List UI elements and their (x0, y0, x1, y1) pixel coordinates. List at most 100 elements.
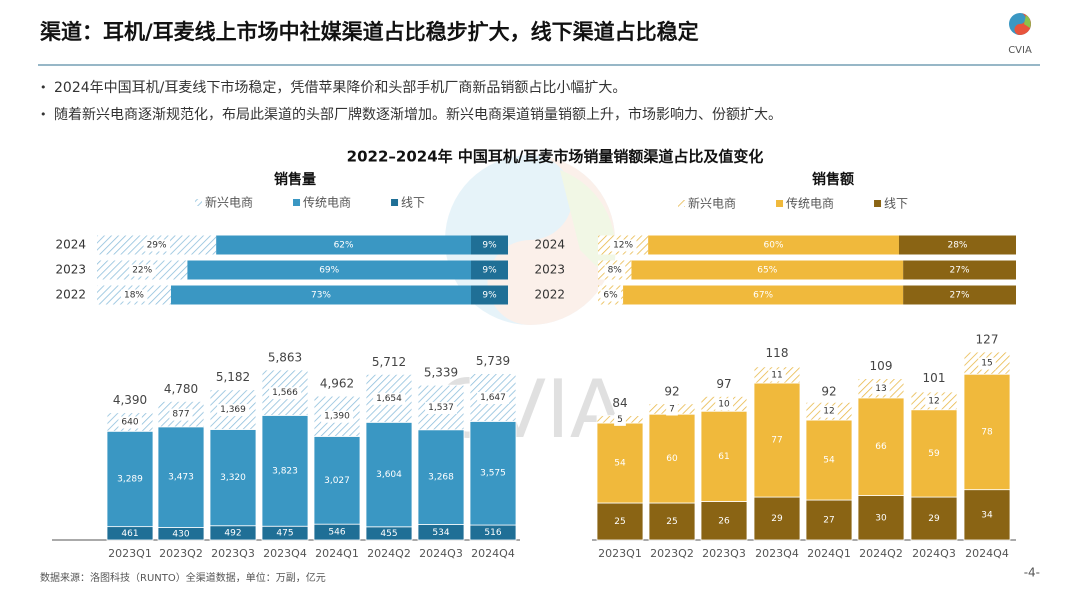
value-label: 7 (669, 404, 675, 414)
legend-label: 新兴电商 (688, 196, 736, 211)
value-label-box (118, 416, 142, 429)
value-label: 60% (764, 241, 784, 251)
bar-segment (623, 285, 904, 305)
legend-swatch (195, 199, 202, 206)
value-label-box (820, 405, 838, 418)
total-label: 101 (923, 371, 946, 385)
bar-segment (700, 501, 748, 541)
value-label: 534 (432, 528, 449, 538)
bar-segment (648, 235, 899, 255)
bar-segment (805, 419, 853, 501)
bar-segment (313, 435, 361, 525)
value-label: 3,289 (117, 474, 143, 484)
value-label: 3,473 (168, 473, 194, 483)
value-label: 3,575 (480, 469, 506, 479)
value-label: 27% (950, 266, 970, 276)
chart-title: 销售量 (274, 171, 316, 188)
section-title: 2022–2024年 中国耳机/耳麦市场销量销额渠道占比及值变化 (347, 148, 764, 166)
value-label: 60 (666, 454, 678, 464)
value-label-box (425, 401, 457, 414)
x-tick-label: 2024Q4 (965, 547, 1009, 560)
bar-segment (106, 430, 154, 528)
bar-segment (417, 429, 465, 525)
value-label: 25 (614, 517, 625, 527)
bullet: 2024年中国耳机/耳麦线下市场稳定，凭借苹果降价和头部手机厂商新品销额占比小幅… (54, 79, 626, 96)
value-label-box (269, 387, 302, 400)
value-label: 77 (771, 436, 782, 446)
value-label: 73% (311, 291, 331, 301)
value-label: 13 (875, 384, 886, 394)
value-label: 492 (224, 528, 241, 538)
y-tick-label: 2023 (55, 263, 86, 277)
total-label: 92 (664, 384, 679, 398)
x-tick-label: 2023Q4 (755, 547, 799, 560)
value-label-box (143, 239, 171, 252)
total-label: 5,339 (424, 366, 458, 380)
value-label: 62% (334, 241, 354, 251)
bar-segment (596, 422, 644, 504)
value-label: 25 (666, 517, 677, 527)
bar-segment (700, 410, 748, 502)
chart-title: 销售额 (812, 171, 854, 188)
bar-segment (963, 489, 1011, 541)
total-label: 109 (870, 359, 893, 373)
x-tick-label: 2023Q3 (702, 547, 746, 560)
value-label-box (604, 264, 626, 277)
value-label-box (925, 395, 943, 408)
value-label: 66 (875, 442, 887, 452)
bar-segment (805, 499, 853, 541)
value-label-box (610, 239, 637, 252)
bullet: 随着新兴电商逐渐规范化，布局此渠道的头部厂牌数逐渐增加。新兴电商渠道销量销额上升… (54, 106, 782, 123)
value-label: 22% (132, 266, 152, 276)
watermark-text: CVIA (436, 363, 625, 456)
value-label: 9% (482, 241, 497, 251)
bar-segment (648, 502, 696, 541)
total-label: 4,780 (164, 382, 198, 396)
total-label: 97 (716, 377, 731, 391)
bullet-dot: • (40, 108, 47, 121)
value-label: 59 (928, 449, 940, 459)
value-label: 3,027 (324, 476, 350, 486)
value-label: 29 (771, 514, 783, 524)
bar-segment (910, 496, 958, 541)
value-label: 877 (172, 410, 189, 420)
y-tick-label: 2022 (55, 288, 86, 302)
value-label: 54 (614, 459, 626, 469)
value-label: 61 (718, 452, 729, 462)
value-label-box (715, 398, 733, 411)
value-label: 69% (319, 266, 339, 276)
value-label-box (120, 289, 148, 302)
bar-segment (753, 496, 801, 541)
value-label-box (373, 392, 406, 405)
total-label: 5,739 (476, 354, 510, 368)
value-label: 29% (147, 241, 167, 251)
x-tick-label: 2023Q2 (650, 547, 694, 560)
value-label: 455 (380, 529, 397, 539)
bullet-dot: • (40, 81, 47, 94)
total-label: 4,390 (113, 393, 147, 407)
x-tick-label: 2024Q3 (912, 547, 956, 560)
bar-segment (471, 260, 508, 280)
value-label: 546 (328, 528, 345, 538)
bar-segment (209, 429, 257, 527)
bar-segment (963, 373, 1011, 491)
watermark: CVIA (436, 155, 625, 456)
total-label: 5,712 (372, 355, 406, 369)
value-label: 27 (823, 516, 834, 526)
value-label: 5 (617, 415, 623, 425)
bar-segment (648, 413, 696, 504)
value-label: 9% (482, 291, 497, 301)
value-label: 26 (718, 516, 730, 526)
value-label-box (321, 410, 354, 423)
value-label: 8% (608, 266, 623, 276)
value-label-box (666, 403, 678, 416)
bar-segment (471, 235, 508, 255)
legend-swatch (874, 200, 882, 207)
bar-segment (903, 285, 1016, 305)
value-label-box (872, 382, 890, 395)
page-number: -4- (1024, 566, 1040, 580)
total-label: 4,962 (320, 377, 354, 391)
total-label: 84 (612, 396, 627, 410)
